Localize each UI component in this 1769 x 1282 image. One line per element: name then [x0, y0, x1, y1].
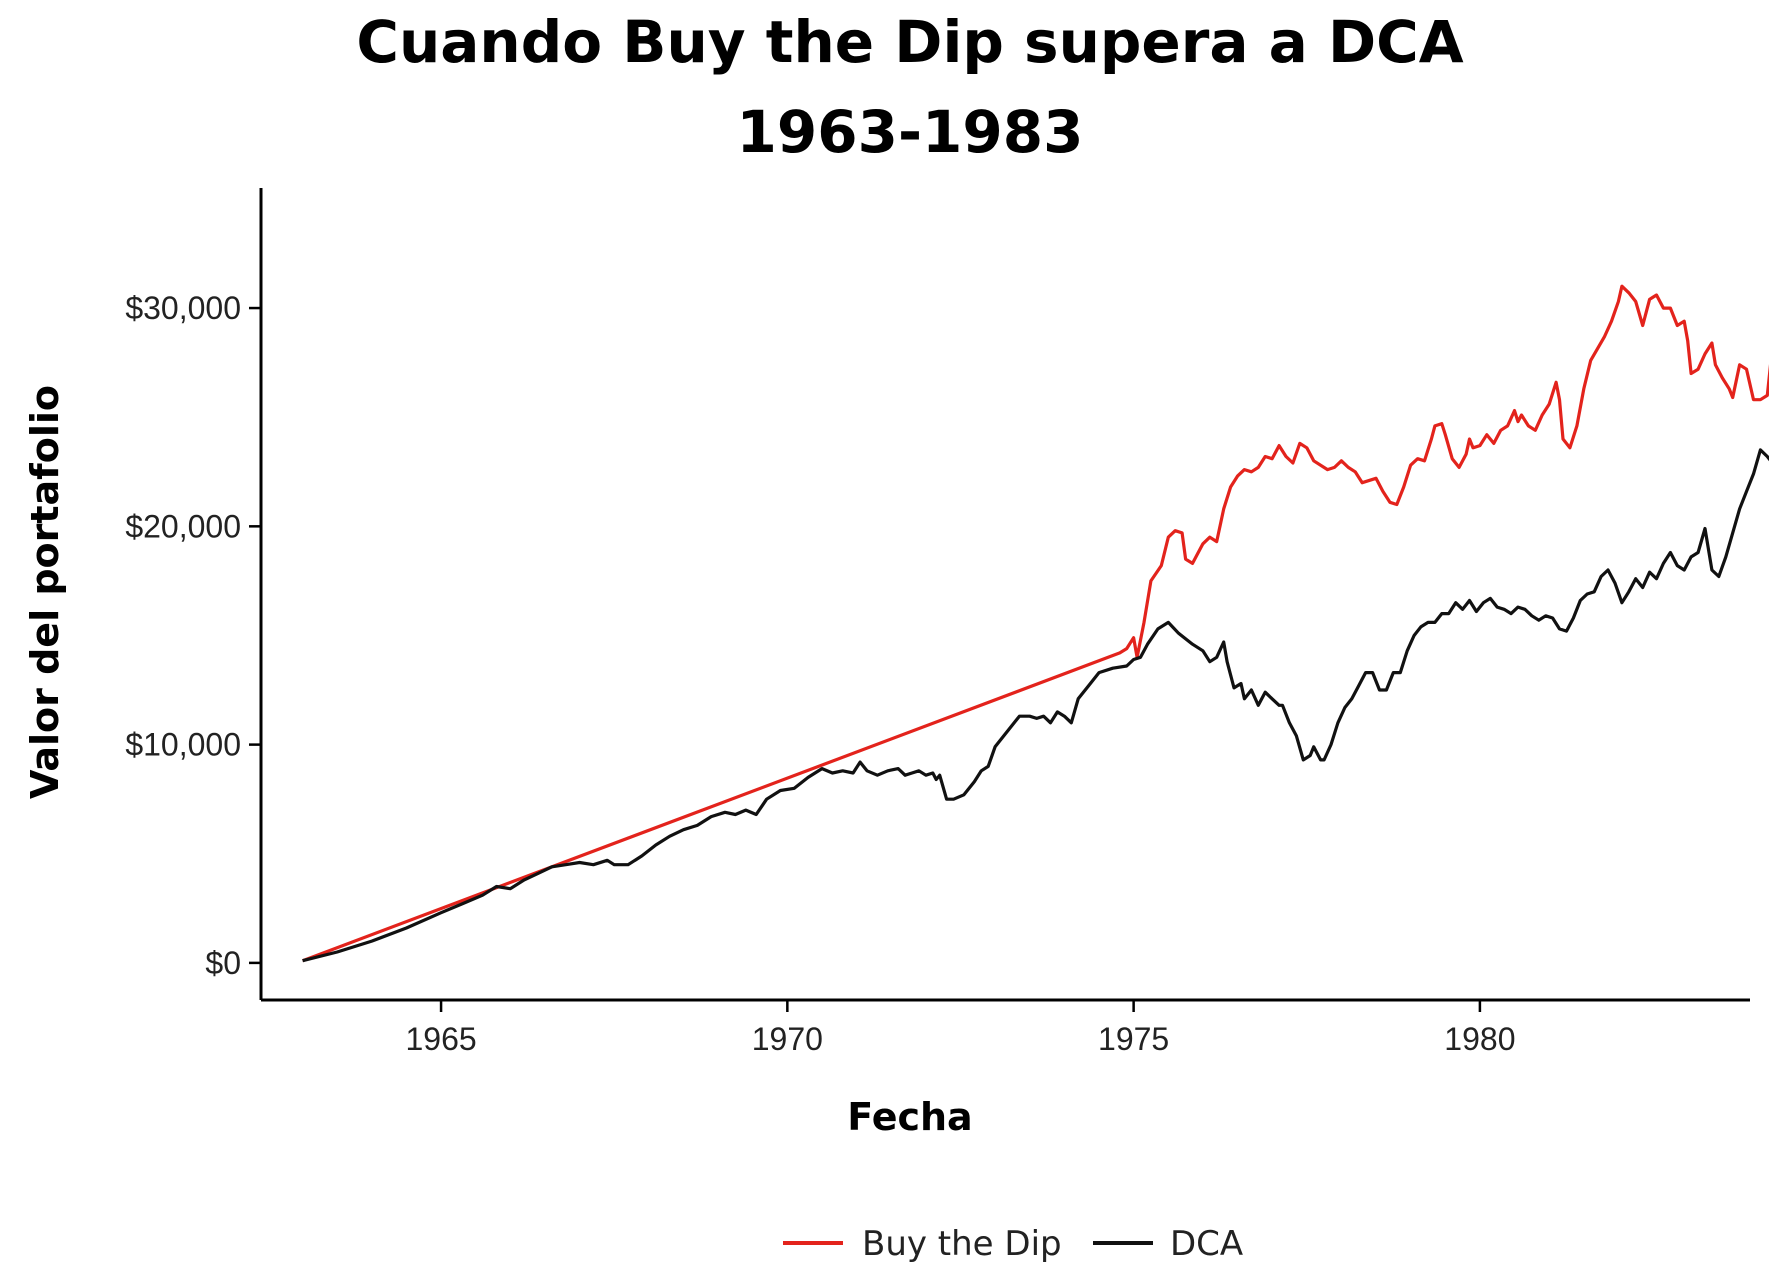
chart-title-line-1: Cuando Buy the Dip supera a DCA	[356, 8, 1463, 76]
y-axis-ticks: $0 $10,000 $20,000 $30,000	[125, 290, 261, 981]
series-line-buy-the-dip	[302, 284, 1769, 963]
chart-title-line-2: 1963-1983	[737, 98, 1084, 166]
x-axis-ticks: 1965 1970 1975 1980	[405, 1000, 1515, 1057]
y-tick-label: $10,000	[125, 727, 241, 763]
x-tick-label: 1965	[405, 1021, 476, 1057]
x-axis-title: Fecha	[847, 1095, 972, 1139]
legend: Buy the Dip DCA	[783, 1224, 1243, 1264]
series-line-dca	[302, 448, 1769, 963]
x-tick-label: 1975	[1098, 1021, 1169, 1057]
plot-lines	[302, 284, 1769, 963]
x-tick-label: 1980	[1444, 1021, 1515, 1057]
x-tick-label: 1970	[752, 1021, 823, 1057]
legend-label-dca: DCA	[1170, 1224, 1243, 1264]
y-tick-label: $20,000	[125, 508, 241, 544]
y-tick-label: $30,000	[125, 290, 241, 326]
y-tick-label: $0	[205, 945, 241, 981]
legend-label-buy-the-dip: Buy the Dip	[862, 1224, 1062, 1264]
y-axis-title: Valor del portafolio	[23, 385, 67, 799]
